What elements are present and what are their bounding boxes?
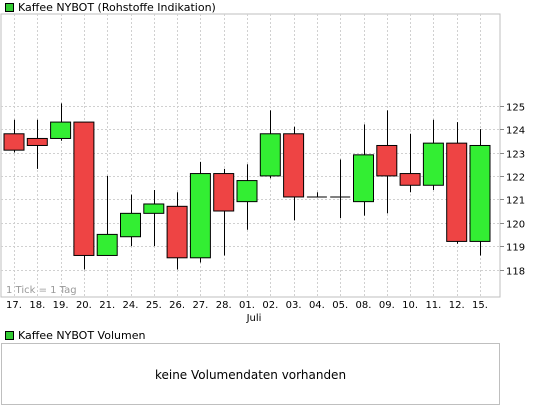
x-tick-label: 17.	[6, 300, 22, 311]
price-legend: Kaffee NYBOT (Rohstoffe Indikation)	[5, 0, 216, 14]
x-tick-label: 05.	[332, 300, 348, 311]
candle-body-down	[446, 142, 468, 242]
x-tick-label: 15.	[472, 300, 488, 311]
x-tick-label: 10.	[402, 300, 418, 311]
x-tick-label: 18.	[29, 300, 45, 311]
y-tick-label: 118	[506, 267, 525, 278]
candle-body-up	[96, 233, 118, 256]
y-tick-label: 125	[506, 103, 525, 114]
candles	[3, 103, 491, 270]
candle-body-down	[283, 133, 305, 198]
candle-body-up	[189, 173, 211, 259]
candle-body-down	[213, 173, 235, 212]
x-tick-label: 19.	[53, 300, 69, 311]
price-legend-swatch	[5, 2, 14, 12]
x-tick-label: 09.	[379, 300, 395, 311]
tick-note: 1 Tick = 1 Tag	[6, 285, 77, 296]
candle-body-up	[469, 144, 491, 242]
volume-legend: Kaffee NYBOT Volumen	[5, 328, 145, 342]
candle-body-up	[120, 212, 141, 238]
y-tick-label: 119	[506, 243, 525, 254]
volume-legend-label: Kaffee NYBOT Volumen	[18, 328, 146, 342]
x-tick-label: 24.	[123, 300, 139, 311]
candle-body-up	[259, 133, 281, 177]
candle-body-down	[399, 173, 421, 186]
candle-body-up	[236, 180, 258, 203]
candle-body-up	[353, 154, 374, 203]
volume-legend-swatch	[5, 330, 14, 340]
candle-body-down	[166, 205, 188, 259]
candle-body-up	[422, 142, 444, 186]
y-tick-label: 121	[506, 196, 525, 207]
candle-body-down	[3, 133, 25, 151]
x-tick-label: 20.	[76, 300, 92, 311]
price-chart: 118 119 120 121 122 123 124 125 17. 18. 19. 20. 21.…	[0, 13, 525, 324]
x-tick-label: 28.	[216, 300, 232, 311]
y-tick-label: 122	[506, 173, 525, 184]
candle-body-down	[376, 144, 398, 177]
x-tick-label: 26.	[169, 300, 185, 311]
candle-body-down	[26, 137, 48, 146]
x-tick-label: 04.	[309, 300, 325, 311]
volume-panel: keine Volumendaten vorhanden	[1, 343, 500, 405]
x-tick-label: 27.	[192, 300, 208, 311]
x-tick-label: 03.	[286, 300, 302, 311]
x-tick-label: 02.	[262, 300, 278, 311]
y-tick-label: 124	[506, 126, 525, 137]
x-tick-label: 21.	[99, 300, 115, 311]
x-tick-label: 08.	[356, 300, 372, 311]
y-axis-ticks: 118 119 120 121 122 123 124 125	[506, 103, 525, 278]
y-tick-label: 120	[506, 220, 525, 231]
y-tick-label: 123	[506, 150, 525, 161]
x-tick-label: 11.	[425, 300, 441, 311]
candle-body-up	[50, 121, 72, 139]
candle-body-up	[143, 203, 165, 214]
price-legend-label: Kaffee NYBOT (Rohstoffe Indikation)	[18, 0, 216, 14]
x-axis-ticks: 17. 18. 19. 20. 21. 24. 25. 26. 27. 28. 01. 02. 03. 0…	[6, 300, 488, 311]
volume-message: keine Volumendaten vorhanden	[154, 368, 347, 382]
x-tick-label: 12.	[449, 300, 465, 311]
x-tick-label: 25.	[146, 300, 162, 311]
month-label: Juli	[246, 313, 262, 324]
x-tick-label: 01.	[239, 300, 255, 311]
candle-body-down	[73, 121, 95, 256]
